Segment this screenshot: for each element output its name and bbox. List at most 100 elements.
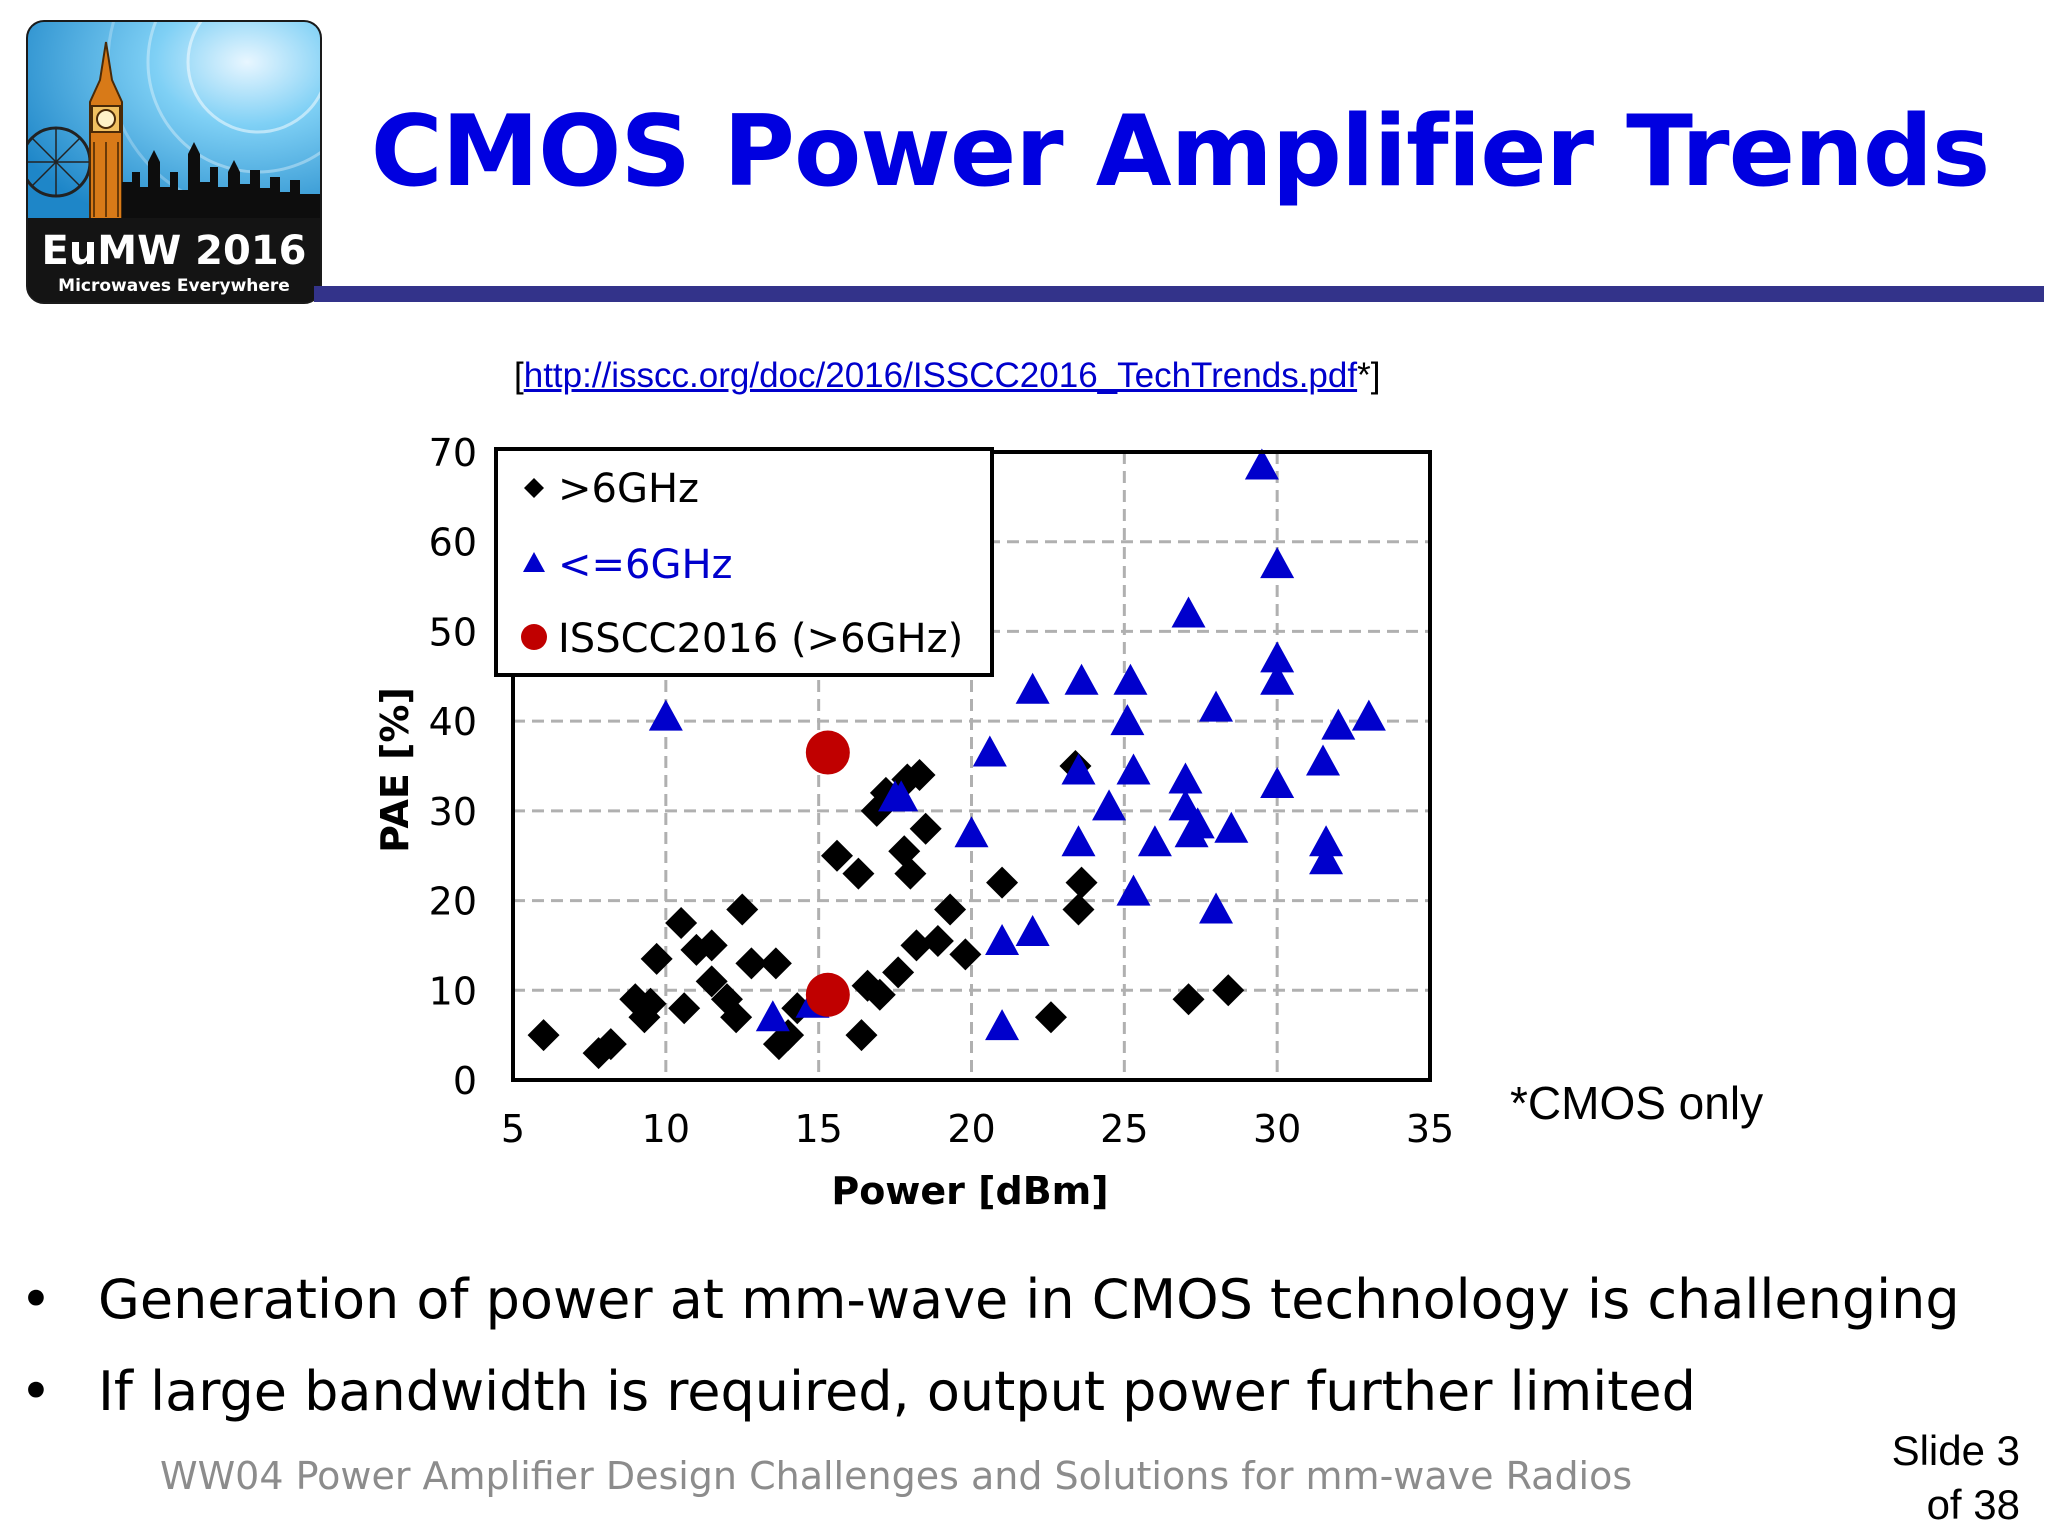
chart-legend: >6GHz <=6GHz ISSCC2016 (>6GHz) xyxy=(494,447,994,677)
bullet-text: Generation of power at mm-wave in CMOS t… xyxy=(98,1268,1960,1331)
logo-title: EuMW 2016 xyxy=(41,228,307,274)
point-le6 xyxy=(1064,663,1099,695)
point-gt6 xyxy=(863,978,896,1011)
pae-vs-power-chart: 5 10 15 20 25 30 35 0 10 20 30 40 50 60 70 >6GHz <=6GH… xyxy=(373,431,1455,1213)
point-gt6 xyxy=(735,947,768,980)
point-gt6 xyxy=(759,947,792,980)
point-le6 xyxy=(1015,914,1050,946)
point-le6 xyxy=(1244,448,1279,480)
point-le6 xyxy=(1116,874,1151,906)
point-le6 xyxy=(1321,708,1356,740)
x-tick-label: 5 xyxy=(501,1107,525,1151)
point-gt6 xyxy=(986,866,1019,899)
point-gt6 xyxy=(1212,974,1245,1007)
point-le6 xyxy=(1306,744,1341,776)
y-tick-label: 40 xyxy=(429,700,477,744)
point-le6 xyxy=(1015,672,1050,704)
source-reference: [http://isscc.org/doc/2016/ISSCC2016_Tec… xyxy=(514,356,1380,396)
point-le6 xyxy=(1061,825,1096,857)
bullet-icon: • xyxy=(20,1360,52,1423)
point-le6 xyxy=(1168,789,1203,821)
legend-box xyxy=(494,447,994,677)
point-le6 xyxy=(1092,789,1127,821)
point-le6 xyxy=(985,1009,1020,1041)
source-link[interactable]: http://isscc.org/doc/2016/ISSCC2016_Tech… xyxy=(523,356,1358,395)
point-isscc2016 xyxy=(805,972,850,1017)
x-tick-label: 10 xyxy=(642,1107,690,1151)
point-le6 xyxy=(1168,762,1203,794)
point-le6 xyxy=(1199,892,1234,924)
point-le6 xyxy=(1260,663,1295,695)
y-tick-label: 20 xyxy=(429,880,477,924)
point-le6 xyxy=(1351,699,1386,731)
point-le6 xyxy=(755,1000,790,1032)
point-gt6 xyxy=(842,857,875,890)
x-tick-label: 20 xyxy=(947,1107,995,1151)
slide-number-current: Slide 3 xyxy=(1891,1427,2020,1474)
point-gt6 xyxy=(695,965,728,998)
point-gt6 xyxy=(903,758,936,791)
point-gt6 xyxy=(726,893,759,926)
point-le6 xyxy=(985,923,1020,955)
x-tick-label: 35 xyxy=(1406,1107,1454,1151)
point-le6 xyxy=(1199,690,1234,722)
point-gt6 xyxy=(888,835,921,868)
point-gt6 xyxy=(894,857,927,890)
point-le6 xyxy=(884,780,919,812)
footer-text: WW04 Power Amplifier Design Challenges a… xyxy=(160,1454,1633,1498)
point-gt6 xyxy=(1034,1001,1067,1034)
point-gt6 xyxy=(640,942,673,975)
point-gt6 xyxy=(949,938,982,971)
slide-number: Slide 3 of 38 xyxy=(1892,1424,2020,1532)
point-gt6 xyxy=(934,893,967,926)
point-le6 xyxy=(1260,766,1295,798)
point-gt6 xyxy=(1065,866,1098,899)
legend-marker-gt6 xyxy=(524,478,544,498)
point-gt6 xyxy=(821,839,854,872)
y-tick-label: 10 xyxy=(429,969,477,1013)
point-le6 xyxy=(1309,843,1344,875)
point-gt6 xyxy=(1062,893,1095,926)
bullet-text: If large bandwidth is required, output p… xyxy=(98,1360,1696,1423)
point-isscc2016 xyxy=(805,730,850,775)
point-gt6 xyxy=(695,929,728,962)
eumw-logo: EuMW 2016 Microwaves Everywhere xyxy=(26,20,322,304)
y-tick-label: 70 xyxy=(429,431,477,475)
point-le6 xyxy=(1171,596,1206,628)
bullet-icon: • xyxy=(20,1268,52,1331)
point-le6 xyxy=(1116,753,1151,785)
x-tick-label: 30 xyxy=(1253,1107,1301,1151)
point-le6 xyxy=(648,699,683,731)
point-gt6 xyxy=(594,1028,627,1061)
x-axis-title: Power [dBm] xyxy=(831,1169,1108,1213)
point-gt6 xyxy=(921,924,954,957)
point-le6 xyxy=(1180,807,1215,839)
point-le6 xyxy=(1214,811,1249,843)
point-gt6 xyxy=(845,1019,878,1052)
legend-label-gt6: >6GHz xyxy=(558,466,699,512)
point-le6 xyxy=(972,735,1007,767)
y-tick-label: 50 xyxy=(429,610,477,654)
data-marks xyxy=(527,448,1386,1070)
point-gt6 xyxy=(900,929,933,962)
point-gt6 xyxy=(720,1001,753,1034)
x-tick-label: 15 xyxy=(794,1107,842,1151)
point-le6 xyxy=(1260,641,1295,673)
big-ben-skyline-icon xyxy=(28,22,320,302)
source-open-bracket: [ xyxy=(514,356,524,395)
point-gt6 xyxy=(634,987,667,1020)
point-gt6 xyxy=(909,812,942,845)
point-le6 xyxy=(954,816,989,848)
slide-number-total: of 38 xyxy=(1926,1481,2020,1528)
y-tick-label: 30 xyxy=(429,790,477,834)
slide-title: CMOS Power Amplifier Trends xyxy=(370,95,1991,209)
y-tick-label: 0 xyxy=(453,1059,477,1103)
y-tick-label: 60 xyxy=(429,521,477,565)
point-le6 xyxy=(1137,825,1172,857)
title-divider xyxy=(314,286,2044,302)
cmos-only-footnote: *CMOS only xyxy=(1510,1077,1764,1129)
point-gt6 xyxy=(665,907,698,939)
point-gt6 xyxy=(882,956,915,989)
point-gt6 xyxy=(668,992,701,1025)
logo-subtitle: Microwaves Everywhere xyxy=(58,276,290,296)
